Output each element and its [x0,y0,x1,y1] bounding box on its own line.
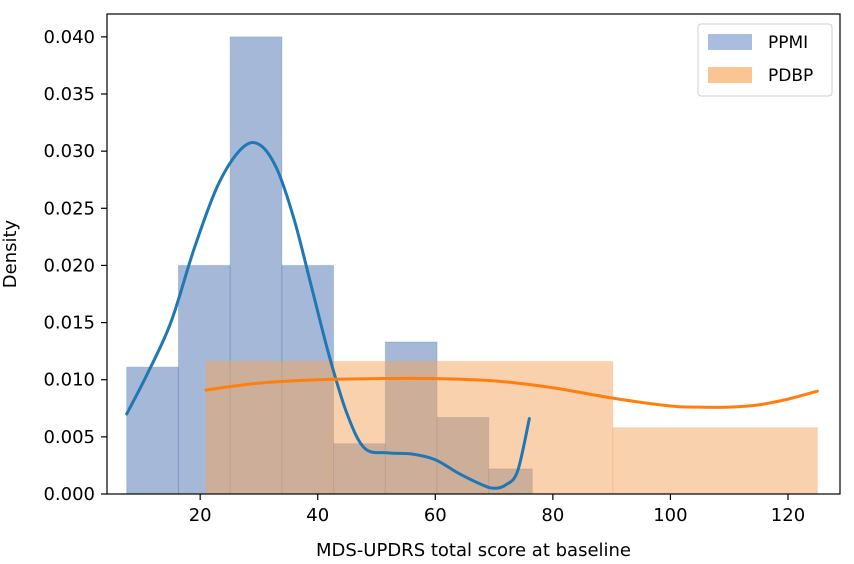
legend-swatch-pdbp [708,67,752,83]
y-axis-label: Density [0,219,21,288]
y-tick-label: 0.015 [43,313,95,334]
plot-frame [106,13,841,495]
y-tick-label: 0.035 [43,84,95,105]
x-tick-label: 20 [189,505,212,526]
x-tick-label: 40 [306,505,329,526]
x-tick-label: 100 [653,505,687,526]
y-tick-label: 0.030 [43,141,95,162]
legend-swatch-ppmi [708,34,752,50]
histogram-bar-ppmi-0 [126,366,179,495]
x-tick-label: 80 [541,505,564,526]
y-tick-label: 0.005 [43,427,95,448]
kde-layer [125,141,819,490]
histogram-bar-pdbp-1 [330,360,614,495]
y-axis-ticks: 0.000 0.005 0.010 0.015 0.020 0.025 0.030 0.035… [43,27,107,505]
legend-label-ppmi: PPMI [768,33,808,53]
y-tick-label: 0.000 [43,484,95,505]
x-axis-label: MDS-UPDRS total score at baseline [316,540,631,561]
bars-layer [126,36,818,495]
x-tick-label: 60 [424,505,447,526]
legend-label-pdbp: PDBP [768,66,813,86]
y-tick-label: 0.025 [43,198,95,219]
legend: PPMI PDBP [697,23,833,97]
y-tick-label: 0.020 [43,255,95,276]
kde-line-ppmi [125,141,531,490]
kde-line-pdbp [204,376,819,409]
histogram-bar-pdbp-2 [612,427,818,495]
x-tick-label: 120 [771,505,805,526]
y-tick-label: 0.010 [43,370,95,391]
x-axis-ticks: 20 40 60 80 100 120 [189,494,805,526]
y-tick-label: 0.040 [43,27,95,48]
